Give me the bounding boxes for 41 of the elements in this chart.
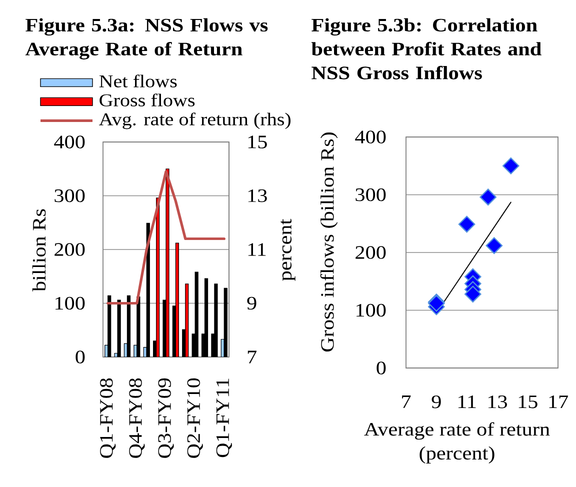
y-tick-label: 0 (376, 362, 386, 374)
x-tick-label: 7 (402, 396, 411, 408)
chart-title: Figure 5.3b: Correlation between Profit Rates and NSS Gross Inflows (311, 18, 542, 80)
x-tick-label: 9 (432, 396, 441, 408)
y-tick-label: 300 (54, 189, 85, 202)
y-axis-title: Gross inflows (billion Rs) (320, 132, 338, 352)
y-tick-label: 200 (356, 246, 386, 259)
legend-label: Gross flows (100, 94, 195, 106)
point (458, 216, 476, 233)
x-axis-title: Average rate of return (percent) (364, 422, 550, 464)
y2-axis-title: percent (280, 218, 296, 281)
y-tick-label: 100 (356, 304, 386, 317)
y-tick-label: 0 (76, 350, 85, 364)
y-tick-label: 100 (56, 296, 85, 310)
y2-tick-label: 15 (248, 136, 267, 148)
point (502, 158, 520, 174)
chart-title: Figure 5.3a: NSS Flows vs Average Rate of Return (25, 18, 268, 60)
point (464, 286, 482, 302)
x-tick-label: 15 (518, 396, 538, 408)
legend-label: Net flows (99, 74, 177, 88)
x-tick-label: Q1-FY11 (216, 378, 232, 458)
x-tick-label: Q1-FY08 (100, 378, 116, 458)
x-tick-label: Q3-FY09 (158, 378, 174, 458)
legend-label: Avg. rate of return (rhs) (99, 112, 290, 130)
y-tick-label: 400 (54, 136, 85, 148)
y2-tick-label: 13 (248, 189, 267, 202)
x-tick-label: Q4-FY08 (129, 378, 145, 458)
x-tick-label: 17 (549, 396, 568, 408)
y-tick-label: 200 (54, 243, 85, 256)
point (480, 188, 496, 206)
x-tick-label: 11 (458, 396, 476, 408)
point (428, 294, 445, 312)
x-tick-label: 13 (488, 396, 507, 408)
y-tick-label: 400 (355, 130, 386, 144)
y-axis-title: billion Rs (32, 209, 46, 292)
point (486, 237, 503, 254)
x-tick-label: Q2-FY10 (187, 378, 203, 458)
y2-tick-label: 9 (247, 296, 256, 310)
y-tick-label: 300 (356, 188, 386, 202)
y2-tick-label: 7 (248, 350, 257, 364)
y2-tick-label: 11 (248, 243, 266, 256)
